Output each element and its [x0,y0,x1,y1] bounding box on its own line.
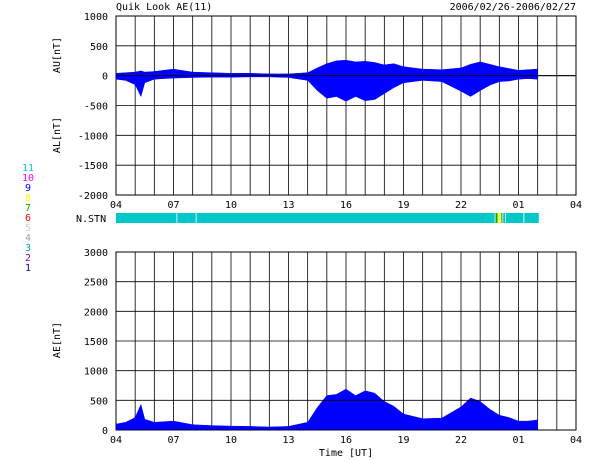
x-tick-label: 10 [225,435,237,446]
date-range: 2006/02/26-2006/02/27 [450,2,576,13]
y-tick-label: -1500 [78,161,108,172]
x-tick-label: 04 [570,200,582,211]
x-tick-label: 13 [282,435,294,446]
x-tick-label: 19 [397,200,409,211]
y-tick-label: 0 [102,426,108,437]
ae-xticks: 04 07 10 13 16 19 22 01 04 [110,435,582,446]
au-al-yticks: -2000 -1500 -1000 -500 0 500 1000 [78,12,576,202]
y-tick-label: 500 [90,42,108,53]
legend-count: 6 [25,213,31,224]
legend-count: 4 [25,233,31,244]
au-al-area [115,59,576,102]
nstn-label: N.STN [76,214,106,225]
legend-count: 2 [25,253,31,264]
x-tick-label: 16 [340,200,352,211]
x-tick-label: 04 [110,435,122,446]
legend-count: 8 [25,193,31,204]
chart-title: Quik Look AE(11) [116,2,212,13]
legend-count: 7 [25,203,31,214]
legend-count: 10 [22,173,34,184]
y-tick-label: -500 [84,102,108,113]
station-segment [506,213,524,223]
legend-count: 11 [22,163,34,174]
x-tick-label: 01 [512,435,524,446]
ae-ylabel: AE[nT] [52,322,63,358]
station-segment [524,213,539,223]
station-segment [501,213,503,223]
x-tick-label: 07 [167,435,179,446]
y-tick-label: -2000 [78,191,108,202]
x-tick-label: 19 [397,435,409,446]
x-tick-label: 10 [225,200,237,211]
x-tick-label: 22 [455,200,467,211]
y-tick-label: 3000 [84,248,108,259]
y-tick-label: -1000 [78,131,108,142]
x-tick-label: 04 [110,200,122,211]
al-ylabel: AL[nT] [52,117,63,153]
ae-area [115,388,538,431]
y-tick-label: 1000 [84,367,108,378]
legend-count: 9 [25,183,31,194]
au-ylabel: AU[nT] [52,37,63,73]
au-al-xticks: 04 07 10 13 16 19 22 01 04 [110,200,582,211]
station-count-bar [116,213,539,223]
station-segment [503,213,506,223]
y-tick-label: 2000 [84,307,108,318]
station-segment [177,213,196,223]
ae-yticks: 0 500 1000 1500 2000 2500 3000 [84,248,576,437]
legend-count: 1 [25,263,31,274]
y-tick-label: 2500 [84,278,108,289]
y-tick-label: 500 [90,396,108,407]
legend-count: 5 [25,223,31,234]
x-tick-label: 07 [167,200,179,211]
x-tick-label: 22 [455,435,467,446]
ae-area-path [115,388,538,431]
y-tick-label: 1000 [84,12,108,23]
legend-count: 3 [25,243,31,254]
x-tick-label: 16 [340,435,352,446]
ae-xlabel: Time [UT] [319,448,373,459]
au-al-envelope [115,59,538,102]
x-tick-label: 04 [570,435,582,446]
station-segment [116,213,177,223]
x-tick-label: 01 [512,200,524,211]
station-segment [498,213,501,223]
x-tick-label: 13 [282,200,294,211]
y-tick-label: 0 [102,72,108,83]
station-segment [196,213,495,223]
au-al-panel: -2000 -1500 -1000 -500 0 500 1000 04 07 10 13 16 19… [52,12,582,211]
y-tick-label: 1500 [84,337,108,348]
station-segment [495,213,498,223]
